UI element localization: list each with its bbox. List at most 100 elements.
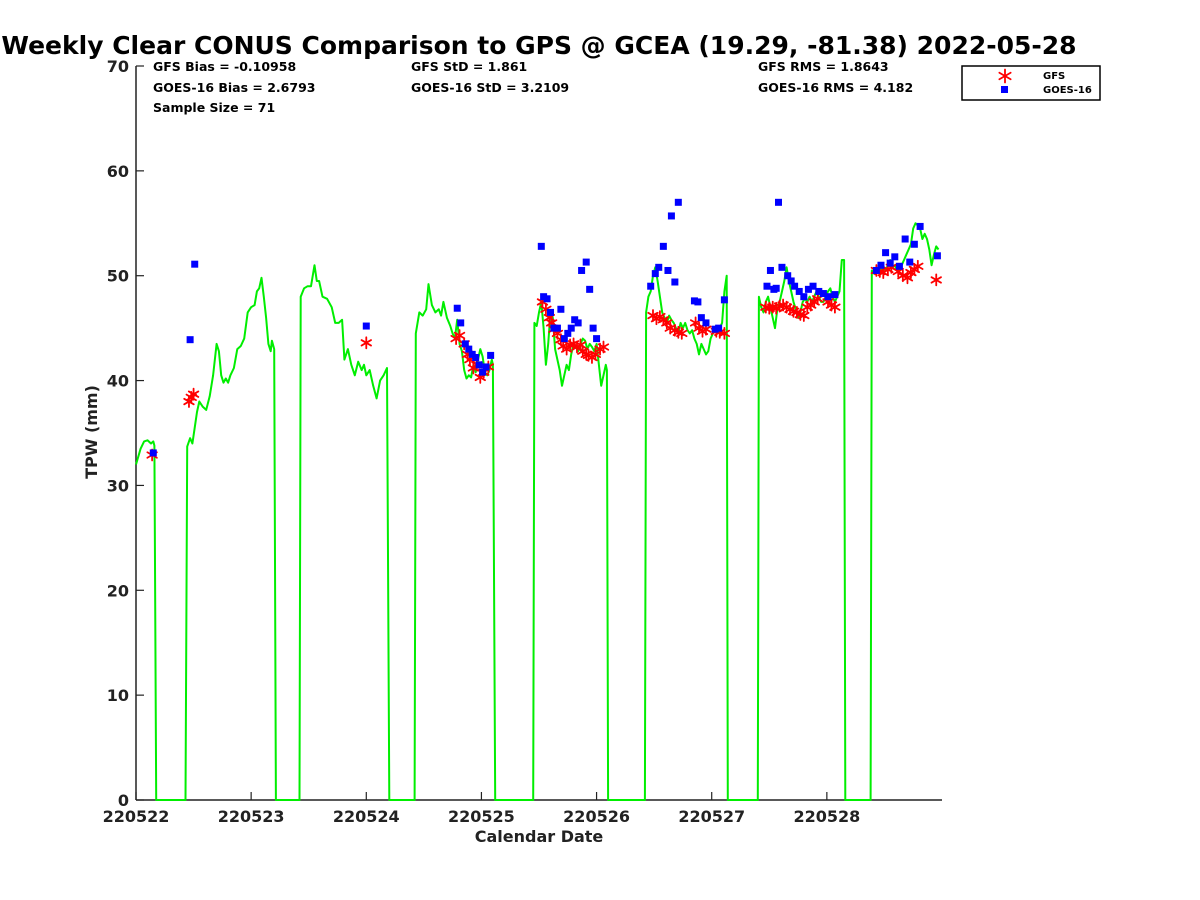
goes16-point bbox=[475, 361, 483, 369]
x-tick-label: 220525 bbox=[448, 807, 515, 826]
x-tick-label: 220523 bbox=[218, 807, 285, 826]
gfs-point bbox=[676, 326, 688, 340]
goes16-point bbox=[655, 263, 663, 271]
goes16-point bbox=[697, 314, 705, 322]
gfs-point bbox=[930, 273, 942, 287]
goes16-point bbox=[872, 266, 880, 274]
goes16-point bbox=[482, 363, 490, 371]
series-marker-layer bbox=[146, 198, 942, 462]
legend-box bbox=[961, 65, 1101, 101]
gfs-point bbox=[589, 347, 602, 361]
goes16-point bbox=[465, 345, 473, 353]
axes-layer: 0 10 20 30 40 50 60 70 220522 220523 220524 220525 2… bbox=[103, 57, 942, 826]
legend-goes-label: GOES-16 bbox=[1043, 85, 1092, 96]
y-tick-label: 30 bbox=[107, 476, 129, 495]
stat-sample-size: Sample Size = 71 bbox=[153, 100, 275, 115]
goes16-point bbox=[886, 259, 894, 267]
goes16-point bbox=[784, 272, 792, 280]
goes16-point bbox=[362, 322, 370, 330]
goes16-point bbox=[891, 253, 899, 261]
goes16-point bbox=[461, 340, 469, 348]
goes16-point bbox=[824, 293, 832, 301]
goes16-point bbox=[578, 266, 586, 274]
goes16-point bbox=[715, 324, 723, 332]
goes16-point bbox=[453, 304, 461, 312]
goes16-point bbox=[895, 262, 903, 270]
stat-gfs-rms: GFS RMS = 1.8643 bbox=[758, 59, 889, 74]
goes16-point bbox=[479, 368, 487, 376]
goes16-point bbox=[882, 249, 890, 257]
goes16-point bbox=[815, 287, 823, 295]
goes16-point bbox=[149, 449, 157, 457]
stat-goes-std: GOES-16 StD = 3.2109 bbox=[411, 80, 569, 95]
goes16-point bbox=[560, 335, 568, 343]
goes16-point bbox=[933, 252, 941, 260]
goes16-point bbox=[778, 263, 786, 271]
goes16-point bbox=[910, 240, 918, 248]
goes16-point bbox=[804, 285, 812, 293]
y-tick-label: 50 bbox=[107, 267, 129, 286]
y-axis-label: TPW (mm) bbox=[82, 385, 101, 479]
goes16-point bbox=[537, 242, 545, 250]
gfs-point bbox=[798, 309, 810, 322]
stat-gfs-bias: GFS Bias = -0.10958 bbox=[153, 59, 296, 74]
x-axis-label: Calendar Date bbox=[475, 827, 604, 846]
goes16-point bbox=[586, 285, 594, 293]
x-tick-label: 220527 bbox=[678, 807, 745, 826]
legend: GFS GOES-16 bbox=[961, 65, 1101, 101]
gfs-point bbox=[187, 387, 200, 401]
goes16-point bbox=[720, 296, 728, 304]
goes16-point bbox=[457, 319, 465, 327]
stat-goes-bias: GOES-16 Bias = 2.6793 bbox=[153, 80, 315, 95]
y-tick-label: 40 bbox=[107, 372, 129, 391]
goes16-point bbox=[702, 319, 710, 327]
goes16-point bbox=[589, 324, 597, 332]
goes16-point bbox=[809, 282, 817, 290]
goes16-point bbox=[487, 351, 495, 359]
goes16-point bbox=[472, 354, 480, 362]
gfs-point bbox=[597, 340, 610, 354]
goes16-point bbox=[557, 305, 565, 313]
goes16-point bbox=[567, 324, 575, 332]
goes16-point bbox=[800, 293, 808, 301]
y-tick-label: 70 bbox=[107, 57, 129, 76]
goes16-point bbox=[647, 282, 655, 290]
goes16-point bbox=[574, 319, 582, 327]
goes16-point bbox=[795, 287, 803, 295]
goes16-point bbox=[772, 284, 780, 292]
goes16-point bbox=[819, 290, 827, 298]
goes16-point bbox=[582, 258, 590, 266]
x-tick-label: 220528 bbox=[793, 807, 860, 826]
legend-gfs-asterisk bbox=[998, 68, 1012, 84]
y-tick-label: 60 bbox=[107, 162, 129, 181]
goes16-point bbox=[667, 212, 675, 220]
goes16-point bbox=[651, 270, 659, 278]
goes16-point bbox=[191, 260, 199, 268]
goes16-point bbox=[916, 222, 924, 230]
legend-goes-marker bbox=[1001, 86, 1008, 93]
legend-gfs-marker bbox=[998, 68, 1012, 84]
goes16-point bbox=[791, 282, 799, 290]
goes16-point bbox=[787, 277, 795, 285]
gfs-point bbox=[829, 300, 841, 314]
goes16-point bbox=[664, 266, 672, 274]
y-tick-label: 10 bbox=[107, 686, 129, 705]
x-tick-label: 220522 bbox=[103, 807, 170, 826]
goes16-point bbox=[593, 335, 601, 343]
x-tick-label: 220526 bbox=[563, 807, 630, 826]
goes16-point bbox=[674, 198, 682, 206]
goes16-point bbox=[906, 258, 914, 266]
goes16-point bbox=[763, 282, 771, 290]
goes16-point bbox=[543, 295, 551, 303]
stat-gfs-std: GFS StD = 1.861 bbox=[411, 59, 527, 74]
y-tick-label: 20 bbox=[107, 581, 129, 600]
series-line-layer bbox=[135, 222, 940, 801]
gfs-point bbox=[360, 336, 372, 350]
goes16-point bbox=[694, 298, 702, 306]
goes16-point bbox=[659, 242, 667, 250]
goes16-point bbox=[553, 324, 561, 332]
goes16-point bbox=[877, 261, 885, 269]
goes16-point bbox=[186, 336, 194, 344]
y-tick-label: 0 bbox=[118, 791, 129, 810]
